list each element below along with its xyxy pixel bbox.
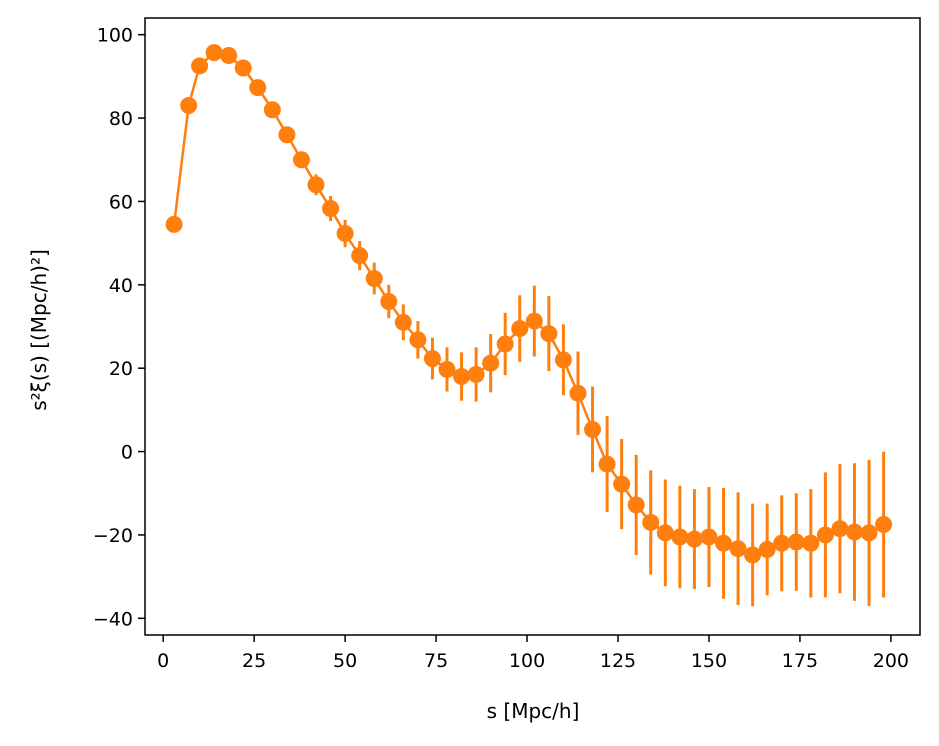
y-tick-label: 80 bbox=[109, 108, 133, 130]
y-tick-label: 0 bbox=[121, 442, 133, 464]
x-tick-label: 25 bbox=[242, 650, 266, 672]
y-tick-label: 100 bbox=[97, 25, 133, 47]
x-tick-label: 75 bbox=[424, 650, 448, 672]
data-point bbox=[467, 365, 485, 383]
x-tick-label: 0 bbox=[157, 650, 169, 672]
data-point bbox=[642, 513, 660, 531]
x-tick-label: 200 bbox=[873, 650, 909, 672]
x-axis-label: s [Mpc/h] bbox=[487, 699, 580, 723]
data-point bbox=[249, 79, 267, 97]
axes: 0 25 50 75 100 125 150 175 200 −40 −20 0 20 40 60 80 100 bbox=[93, 17, 921, 672]
data-point bbox=[729, 540, 747, 558]
data-point bbox=[365, 270, 383, 288]
data-point bbox=[482, 354, 500, 372]
data-point bbox=[700, 528, 718, 546]
data-point bbox=[671, 528, 689, 546]
x-tick-label: 100 bbox=[509, 650, 545, 672]
data-point bbox=[685, 530, 703, 548]
data-point bbox=[351, 247, 369, 265]
data-point bbox=[525, 312, 543, 330]
y-tick-label: 40 bbox=[109, 275, 133, 297]
data-point bbox=[584, 420, 602, 438]
x-tick-label: 175 bbox=[782, 650, 818, 672]
plot-area bbox=[165, 44, 893, 607]
data-point bbox=[846, 523, 864, 541]
data-point bbox=[322, 200, 340, 218]
data-point bbox=[860, 524, 878, 542]
data-point bbox=[540, 325, 558, 343]
y-axis-label: s²ξ(s) [(Mpc/h)²] bbox=[27, 249, 51, 411]
data-point bbox=[180, 97, 198, 115]
y-tick-label: −20 bbox=[93, 525, 133, 547]
y-tick-label: 60 bbox=[109, 191, 133, 213]
data-point bbox=[511, 320, 529, 338]
data-point bbox=[569, 384, 587, 402]
data-point bbox=[263, 101, 281, 119]
data-point bbox=[165, 215, 183, 233]
x-tick-label: 125 bbox=[600, 650, 636, 672]
data-point bbox=[380, 292, 398, 310]
data-point bbox=[773, 534, 791, 552]
y-tick-label: 20 bbox=[109, 358, 133, 380]
data-point bbox=[816, 526, 834, 544]
data-point bbox=[191, 57, 209, 75]
data-point bbox=[423, 350, 441, 368]
data-point bbox=[787, 533, 805, 551]
data-point bbox=[409, 331, 427, 349]
x-tick-label: 150 bbox=[691, 650, 727, 672]
data-point bbox=[758, 541, 776, 559]
data-point bbox=[234, 59, 252, 77]
data-point bbox=[278, 126, 296, 144]
data-point bbox=[292, 151, 310, 169]
data-point bbox=[453, 368, 471, 386]
plot-frame bbox=[144, 17, 921, 636]
data-point bbox=[554, 351, 572, 369]
data-point bbox=[496, 335, 514, 353]
data-point bbox=[336, 225, 354, 243]
data-point bbox=[205, 44, 223, 62]
data-point bbox=[307, 176, 325, 194]
x-tick-label: 50 bbox=[333, 650, 357, 672]
data-point bbox=[875, 516, 893, 534]
data-point bbox=[220, 47, 238, 65]
data-point bbox=[715, 534, 733, 552]
data-point bbox=[627, 496, 645, 514]
data-point bbox=[744, 546, 762, 564]
data-point bbox=[802, 534, 820, 552]
data-point bbox=[613, 475, 631, 493]
data-point bbox=[598, 455, 616, 473]
data-point bbox=[438, 360, 456, 378]
data-point bbox=[394, 313, 412, 331]
data-point bbox=[831, 520, 849, 538]
data-point bbox=[656, 524, 674, 542]
y-tick-label: −40 bbox=[93, 608, 133, 630]
